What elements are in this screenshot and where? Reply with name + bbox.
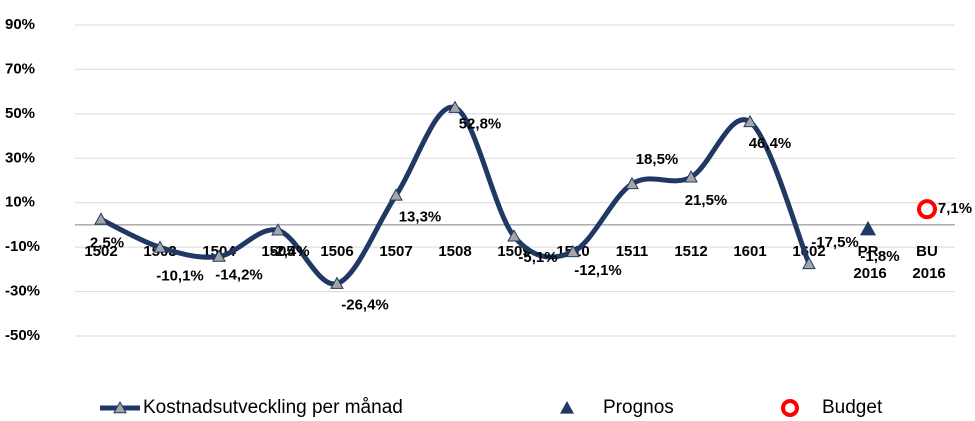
legend-marker [781, 399, 799, 417]
data-label: 46,4% [749, 135, 792, 152]
point-marker [153, 240, 167, 253]
point-marker [448, 100, 462, 113]
point-marker [743, 114, 757, 128]
data-label: 2,5% [90, 234, 124, 251]
x-tick-label: 1505 [261, 243, 294, 260]
y-tick-label: 30% [5, 149, 35, 166]
budget-marker [917, 199, 937, 220]
x-tick-label: 1511 [616, 243, 649, 260]
data-label: -26,4% [341, 297, 389, 314]
point-marker [94, 212, 108, 225]
data-label: -5,1% [518, 249, 557, 266]
y-tick-label: 70% [5, 60, 35, 77]
legend-label: Prognos [603, 397, 674, 418]
point-marker [271, 223, 285, 236]
legend-label: Budget [822, 397, 883, 418]
series-line [98, 104, 812, 287]
data-label: 18,5% [636, 151, 679, 168]
x-tick-label: PR 2016 [849, 243, 887, 282]
data-label: -12,1% [574, 262, 622, 279]
legend-label: Kostnadsutveckling per månad [143, 397, 403, 418]
data-label: -10,1% [156, 267, 204, 284]
y-tick-label: -10% [5, 238, 40, 255]
y-tick-label: 50% [5, 105, 35, 122]
data-label: -17,5% [811, 234, 859, 251]
y-tick-label: 90% [5, 16, 35, 33]
x-tick-label: 1508 [438, 243, 471, 260]
point-marker [802, 256, 816, 270]
y-tick-label: -30% [5, 283, 40, 300]
y-tick-label: 10% [5, 194, 35, 211]
data-label: 21,5% [685, 192, 728, 209]
data-label: 7,1% [938, 200, 972, 217]
point-marker [389, 188, 403, 201]
data-label: 13,3% [399, 208, 442, 225]
legend-marker [113, 400, 127, 414]
data-label: 52,8% [459, 116, 502, 133]
data-label: -1,8% [860, 248, 899, 265]
point-marker [330, 276, 344, 289]
x-tick-label: 1601 [733, 243, 766, 260]
x-tick-label: 1512 [674, 243, 707, 260]
x-tick-label: 1506 [320, 243, 353, 260]
point-marker [625, 176, 639, 190]
x-tick-label: BU 2016 [908, 243, 946, 282]
point-marker [212, 249, 226, 262]
point-marker [684, 170, 698, 183]
point-marker [566, 244, 580, 258]
prognos-marker [860, 220, 876, 236]
y-tick-label: -50% [5, 327, 40, 344]
data-label: -14,2% [215, 266, 263, 283]
x-tick-label: 1502 [84, 243, 117, 260]
legend-marker [560, 401, 574, 414]
point-marker [507, 229, 521, 242]
x-tick-label: 1507 [379, 243, 412, 260]
data-label: -2,4% [270, 243, 309, 260]
